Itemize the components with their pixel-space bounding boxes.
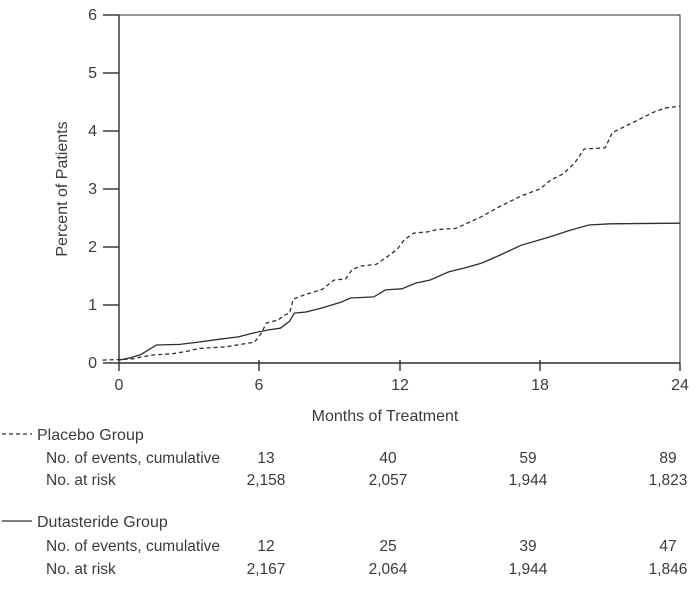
- dutasteride-events-m18: 39: [519, 538, 536, 555]
- plot-border: [118, 14, 681, 364]
- y-tick-label-0: 0: [88, 355, 97, 372]
- dutasteride-events-m12: 25: [379, 538, 396, 555]
- x-tick-label-24: 24: [671, 377, 689, 394]
- x-tick-label-18: 18: [531, 377, 549, 394]
- placebo-risk-m12: 2,057: [369, 472, 408, 489]
- dutasteride-risk-m24: 1,846: [649, 561, 688, 578]
- dutasteride-risk-row-label: No. at risk: [46, 561, 116, 578]
- y-tick-label-4: 4: [88, 123, 97, 140]
- legend-placebo-label: Placebo Group: [37, 427, 144, 444]
- legend-dutasteride-label: Dutasteride Group: [37, 514, 168, 531]
- placebo-events-m6: 13: [257, 450, 274, 467]
- placebo-events-m24: 89: [659, 450, 676, 467]
- placebo-risk-m24: 1,823: [649, 472, 688, 489]
- placebo-risk-row-label: No. at risk: [46, 472, 116, 489]
- x-tick-label-6: 6: [255, 377, 264, 394]
- dutasteride-events-m24: 47: [659, 538, 676, 555]
- y-tick-label-2: 2: [88, 239, 97, 256]
- placebo-curve: [102, 105, 681, 361]
- dutasteride-risk-m12: 2,064: [369, 561, 408, 578]
- placebo-risk-m6: 2,158: [247, 472, 286, 489]
- y-tick-label-3: 3: [88, 181, 97, 198]
- y-tick-label-1: 1: [88, 297, 97, 314]
- dutasteride-events-m6: 12: [257, 538, 274, 555]
- y-axis-title: Percent of Patients: [54, 121, 71, 256]
- dutasteride-events-row-label: No. of events, cumulative: [46, 538, 220, 555]
- y-tick-label-6: 6: [88, 7, 97, 24]
- dutasteride-risk-m18: 1,944: [509, 561, 548, 578]
- dutasteride-curve: [118, 222, 681, 361]
- x-axis-title: Months of Treatment: [312, 408, 459, 425]
- placebo-events-m12: 40: [379, 450, 397, 467]
- placebo-risk-m18: 1,944: [509, 472, 548, 489]
- dutasteride-risk-m6: 2,167: [247, 561, 286, 578]
- placebo-events-row-label: No. of events, cumulative: [46, 450, 220, 467]
- placebo-events-m18: 59: [519, 450, 536, 467]
- x-tick-label-12: 12: [391, 377, 409, 394]
- x-tick-label-0: 0: [115, 377, 124, 394]
- y-tick-label-5: 5: [88, 65, 97, 82]
